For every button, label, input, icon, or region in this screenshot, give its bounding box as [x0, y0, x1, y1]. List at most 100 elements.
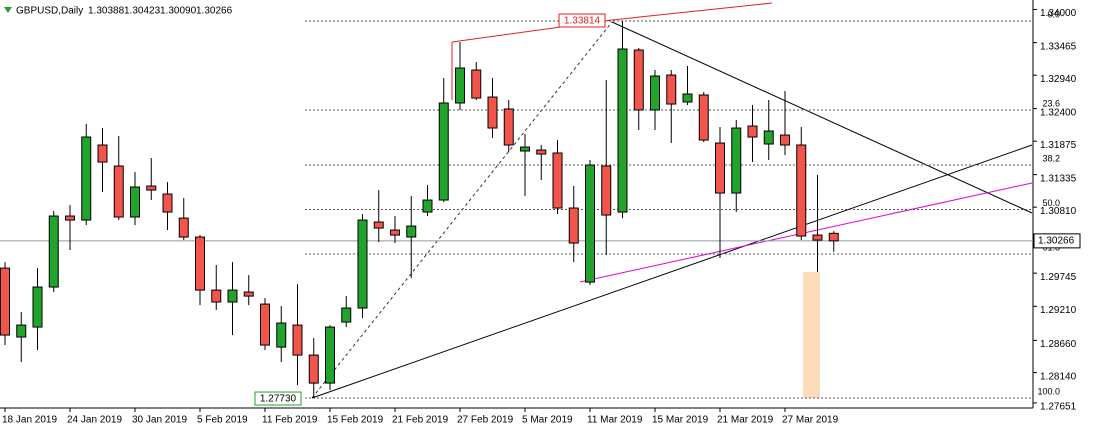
candle-body [276, 322, 287, 348]
candle-body [715, 142, 725, 194]
candles [0, 21, 839, 399]
candle-body [796, 144, 807, 237]
candle-body [438, 102, 449, 201]
x-tick-label: 5 Mar 2019 [522, 415, 573, 426]
candle-body [601, 165, 612, 216]
y-tick-label: 1.27651 [1040, 402, 1077, 413]
header-value: 1.30423 [124, 6, 161, 17]
candle-body [373, 221, 384, 229]
candle-body [666, 74, 677, 105]
y-tick-label: 1.33465 [1040, 41, 1077, 52]
fib-level-label: 38.2 [1042, 153, 1060, 163]
fib-level-label: 0.0 [1047, 9, 1060, 19]
candle-body [16, 324, 27, 338]
candle-body [617, 48, 628, 213]
trend-line [611, 2, 773, 21]
header-value: 1.30388 [88, 6, 125, 17]
x-tick-label: 18 Jan 2019 [2, 415, 57, 426]
candle-body [211, 289, 222, 303]
y-tick-label: 1.32940 [1040, 74, 1077, 85]
trend-line [611, 21, 1033, 214]
fib-high-box [558, 13, 606, 28]
candle-body [97, 144, 108, 163]
x-tick-label: 21 Mar 2019 [717, 415, 774, 426]
x-tick-label: 21 Feb 2019 [392, 415, 449, 426]
candle-body [341, 307, 352, 323]
candle-body [422, 199, 433, 213]
fib-level-label: 100.0 [1037, 386, 1060, 396]
y-tick-label: 1.31335 [1040, 173, 1077, 184]
symbol-icon [4, 7, 12, 13]
candle-body [65, 215, 75, 221]
candle-body [357, 219, 368, 309]
header-value: 1.30266 [196, 6, 233, 17]
candle-body [227, 289, 238, 303]
y-tick-label: 1.30810 [1040, 206, 1077, 217]
x-tick-label: 24 Jan 2019 [67, 415, 122, 426]
candle-body [747, 125, 758, 138]
y-tick-label: 1.31875 [1040, 140, 1077, 151]
x-tick-label: 5 Feb 2019 [197, 415, 248, 426]
candle-body [146, 185, 157, 191]
candle-body [130, 186, 140, 218]
candle-body [406, 225, 417, 238]
candle-body [828, 232, 839, 242]
current-price-box [1033, 233, 1081, 249]
candle-body [471, 69, 482, 99]
candle-body [292, 324, 303, 356]
x-tick-label: 11 Feb 2019 [262, 415, 318, 426]
candle-body [520, 146, 530, 152]
fib-level-label: 50.0 [1042, 198, 1060, 208]
y-tick-label: 1.28660 [1040, 339, 1077, 350]
fib-high-label: 1.33814 [564, 16, 601, 27]
chart-title: GBPUSD,Daily [16, 6, 83, 17]
y-tick-label: 1.29210 [1040, 305, 1077, 316]
candle-body [585, 164, 595, 283]
candle-body [243, 291, 254, 297]
candle-body [650, 75, 660, 111]
candle-body [698, 94, 709, 141]
x-tick-label: 15 Mar 2019 [652, 415, 709, 426]
current-price-label: 1.30266 [1038, 236, 1075, 247]
fib-low-box [254, 391, 302, 406]
candle-body [178, 217, 189, 238]
candle-body [503, 108, 514, 146]
candle-body [552, 152, 563, 209]
candle-body [195, 236, 205, 291]
candle-body [162, 193, 173, 213]
candle-body [390, 229, 400, 236]
candle-body [780, 134, 790, 146]
candle-body [763, 130, 774, 145]
x-tick-label: 27 Feb 2019 [457, 415, 514, 426]
candle-body [325, 326, 335, 384]
candle-body [48, 215, 59, 288]
highlight-zone [803, 272, 820, 398]
candle-body [682, 93, 693, 103]
candle-body [81, 136, 92, 221]
candle-body [455, 67, 465, 104]
header-value: 1.30090 [160, 6, 197, 17]
y-tick-label: 1.28140 [1040, 371, 1077, 382]
candle-body [633, 49, 644, 111]
y-tick-label: 1.32400 [1040, 107, 1077, 118]
candle-body [568, 207, 579, 244]
candle-body [731, 127, 742, 194]
candle-body [0, 267, 10, 336]
candle-body [536, 149, 547, 155]
x-tick-label: 30 Jan 2019 [132, 415, 187, 426]
candle-body [260, 303, 270, 346]
fib-low-label: 1.27730 [260, 394, 297, 405]
candle-body [113, 165, 124, 218]
y-tick-label: 1.29745 [1040, 272, 1077, 283]
candle-body [487, 96, 498, 129]
y-tick-label: 1.34000 [1040, 8, 1077, 19]
x-tick-label: 11 Mar 2019 [587, 415, 643, 426]
candle-body [308, 354, 319, 384]
fib-level-label: 23.6 [1042, 98, 1060, 108]
candle-body [32, 286, 43, 328]
candle-body [812, 234, 823, 241]
x-tick-label: 15 Feb 2019 [327, 415, 384, 426]
